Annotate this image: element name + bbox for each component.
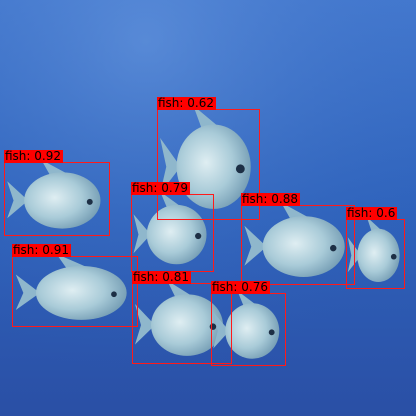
fish-dorsal-fin (41, 159, 70, 177)
fish-body (151, 294, 223, 356)
fish-tail (135, 304, 155, 345)
detection-label: fish: 0.76 (211, 280, 270, 294)
fish-1 (7, 159, 101, 229)
fish-body (35, 265, 127, 320)
fish-dorsal-fin (160, 191, 183, 210)
detection-label: fish: 0.91 (12, 243, 71, 257)
fish-body (176, 124, 251, 209)
fish-dorsal-fin (193, 105, 222, 131)
fish-eye (390, 253, 397, 260)
fish-7 (135, 280, 223, 356)
detection-label: fish: 0.79 (131, 181, 190, 195)
fish-body (357, 228, 400, 282)
detection-label: fish: 0.88 (241, 192, 300, 206)
detection-label: fish: 0.6 (346, 206, 398, 220)
detection-label: fish: 0.62 (157, 96, 216, 110)
fish-tail (133, 214, 151, 254)
detection-box: fish: 0.79 (131, 182, 214, 272)
fish-tail (160, 137, 181, 194)
fish-eye (195, 232, 202, 240)
fish-eye (330, 244, 337, 252)
detection-box: fish: 0.91 (12, 244, 138, 327)
fish-tail (15, 274, 40, 310)
fish-dorsal-fin (366, 216, 383, 233)
fish-dorsal-fin (167, 280, 195, 299)
detection-box: fish: 0.81 (132, 271, 232, 364)
fish-6 (15, 253, 127, 320)
fish-body (24, 172, 101, 229)
detection-label: fish: 0.81 (132, 270, 191, 284)
fish-body (225, 303, 280, 359)
fish-dorsal-fin (281, 202, 312, 221)
fish-2 (160, 105, 251, 209)
fish-eye (86, 198, 93, 205)
fish-8 (213, 290, 280, 359)
fish-tail (7, 181, 29, 219)
fish-body (262, 216, 345, 277)
fish-tail (244, 225, 267, 266)
detection-box: fish: 0.88 (241, 193, 355, 285)
detection-box: fish: 0.92 (4, 150, 110, 236)
fish-dorsal-fin (237, 290, 258, 308)
fish-4 (244, 202, 345, 277)
fish-eye (268, 329, 275, 336)
detection-box: fish: 0.6 (346, 207, 405, 289)
fish-eye (111, 291, 117, 298)
fish-eye (235, 164, 245, 174)
fish-dorsal-fin (56, 253, 91, 270)
detection-box: fish: 0.62 (157, 97, 260, 220)
detection-box: fish: 0.76 (211, 281, 286, 366)
fish-tail (213, 311, 230, 349)
detection-label: fish: 0.92 (4, 149, 63, 163)
